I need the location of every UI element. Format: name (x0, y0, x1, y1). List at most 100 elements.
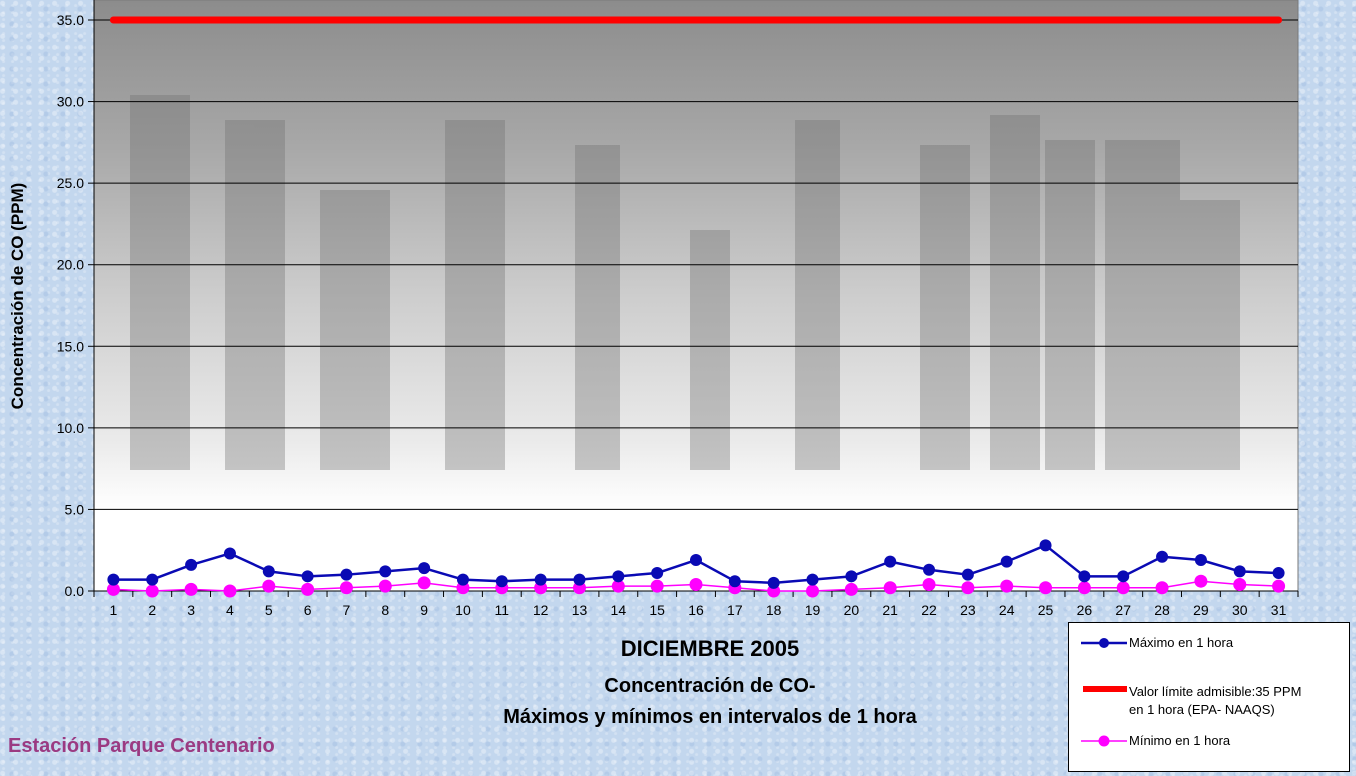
skyline-building (920, 145, 970, 470)
skyline-building (130, 95, 190, 470)
x-tick-label: 27 (1115, 602, 1131, 618)
x-tick-label: 23 (960, 602, 976, 618)
legend-swatch-min (1081, 735, 1127, 747)
x-tick-label: 19 (805, 602, 821, 618)
series-max-point (1039, 539, 1052, 552)
x-tick-label: 13 (572, 602, 588, 618)
y-tick-label: 15.0 (57, 338, 84, 354)
x-tick-label: 4 (226, 602, 234, 618)
series-max-point (845, 570, 858, 583)
series-max-point (1000, 555, 1013, 568)
series-min-point (1155, 581, 1169, 595)
x-tick-label: 25 (1038, 602, 1054, 618)
series-max-point (1233, 565, 1246, 578)
series-max-point (1117, 570, 1130, 583)
series-min-point (339, 581, 353, 595)
skyline-building (1045, 140, 1095, 470)
series-min-point (184, 582, 198, 596)
y-tick-label: 5.0 (65, 501, 85, 517)
chart-subtitle-line1: Concentración de CO- (604, 675, 816, 697)
y-tick-label: 25.0 (57, 175, 84, 191)
series-max-point (728, 575, 741, 588)
legend-item-max: Máximo en 1 hora (1069, 631, 1349, 655)
station-name: Estación Parque Centenario (8, 735, 275, 757)
x-tick-label: 6 (304, 602, 312, 618)
series-min-point (922, 577, 936, 591)
legend-swatch-limit (1083, 686, 1127, 692)
skyline-building (320, 190, 390, 470)
series-max-point (185, 558, 198, 571)
x-tick-label: 14 (611, 602, 627, 618)
y-axis-label: Concentración de CO (PPM) (8, 183, 27, 410)
series-max-point (340, 568, 353, 581)
skyline-building (990, 115, 1040, 470)
series-max-point (1194, 554, 1207, 567)
skyline-building (1180, 200, 1240, 470)
series-max-point (690, 554, 702, 567)
x-tick-label: 2 (148, 602, 156, 618)
y-tick-label: 35.0 (57, 12, 84, 28)
skyline-building (225, 120, 285, 470)
series-min-point (223, 584, 237, 598)
series-max-point (1078, 570, 1091, 583)
series-min-point (106, 582, 120, 596)
series-max-point (301, 570, 314, 583)
series-min-point (1000, 579, 1014, 593)
series-min-point (883, 581, 897, 595)
x-tick-label: 30 (1232, 602, 1248, 618)
series-group (106, 16, 1286, 598)
skyline-building (795, 120, 840, 470)
x-tick-label: 22 (921, 602, 937, 618)
x-tick-label: 3 (187, 602, 195, 618)
x-tick-label: 28 (1154, 602, 1170, 618)
legend-label-limit-1: Valor límite admisible:35 PPM (1129, 684, 1302, 699)
series-min-point (417, 576, 431, 590)
series-max-point (884, 555, 897, 568)
y-tick-label: 10.0 (57, 420, 84, 436)
series-max-point (923, 563, 936, 576)
y-ticks: 0.0 5.0 10.0 15.0 20.0 25.0 30.0 35.0 (57, 12, 94, 599)
skyline-building (1105, 140, 1180, 470)
series-max-point (534, 573, 547, 586)
legend-label-limit-2: en 1 hora (EPA- NAAQS) (1129, 702, 1275, 717)
series-min-point (844, 582, 858, 596)
x-tick-label: 24 (999, 602, 1015, 618)
x-tick-label: 7 (343, 602, 351, 618)
series-min-point (1077, 581, 1091, 595)
x-tick-label: 20 (844, 602, 860, 618)
series-max-point (1272, 567, 1285, 580)
series-max-point (223, 547, 236, 560)
x-tick-label: 9 (420, 602, 428, 618)
series-max-point (612, 570, 625, 583)
x-tick-label: 12 (533, 602, 549, 618)
series-max-point (767, 576, 780, 589)
series-min-point (689, 577, 703, 591)
series-min-point (1194, 574, 1208, 588)
series-max-point (1156, 550, 1169, 563)
x-tick-label: 8 (381, 602, 389, 618)
plot-area (93, 0, 1299, 592)
series-min-point (301, 582, 315, 596)
series-min-point (1272, 579, 1286, 593)
x-tick-label: 10 (455, 602, 471, 618)
legend-item-min: Mínimo en 1 hora (1069, 729, 1349, 753)
x-tick-label: 31 (1271, 602, 1287, 618)
legend-label-max: Máximo en 1 hora (1129, 635, 1234, 650)
series-min-point (806, 584, 820, 598)
series-max-point (573, 573, 586, 586)
skyline-building (445, 120, 505, 470)
x-tick-label: 29 (1193, 602, 1209, 618)
x-tick-label: 18 (766, 602, 782, 618)
series-min-point (1039, 581, 1053, 595)
y-tick-label: 0.0 (65, 583, 85, 599)
series-max-point (456, 573, 469, 586)
series-max-point (107, 573, 120, 586)
skyline-building (690, 230, 730, 470)
series-max-point (262, 565, 275, 578)
series-min-point (378, 579, 392, 593)
chart-subtitle-line2: Máximos y mínimos en intervalos de 1 hor… (503, 706, 917, 728)
chart-title: DICIEMBRE 2005 (620, 636, 800, 661)
series-min-point (262, 579, 276, 593)
skyline-building (575, 145, 620, 470)
